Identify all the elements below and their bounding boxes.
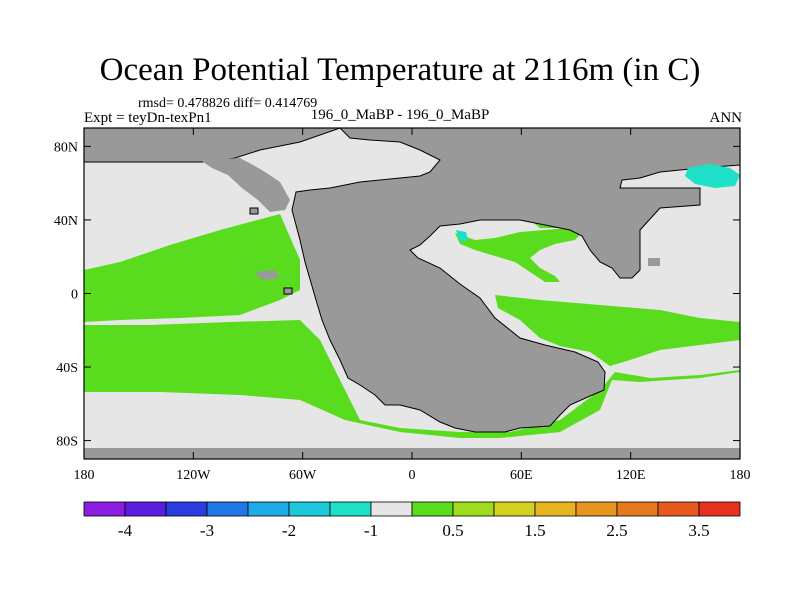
map-title: Ocean Potential Temperature at 2116m (in… bbox=[99, 52, 701, 88]
x-tick-label: 60W bbox=[289, 468, 317, 483]
x-tick-label: 120W bbox=[176, 468, 211, 483]
colorbar-swatch bbox=[616, 501, 659, 517]
colorbar-swatch bbox=[370, 501, 413, 517]
colorbar-swatch bbox=[411, 501, 454, 517]
colorbar-swatch bbox=[698, 501, 741, 517]
colorbar-label: 1.5 bbox=[524, 521, 545, 540]
colorbar-label: -4 bbox=[118, 521, 133, 540]
experiment-label: Expt = teyDn-texPn1 bbox=[84, 110, 212, 126]
land-small-island-2 bbox=[249, 207, 259, 215]
cyan-anomaly-inland bbox=[456, 230, 468, 242]
case-label: 196_0_MaBP - 196_0_MaBP bbox=[310, 107, 490, 123]
colorbar-swatch bbox=[657, 501, 700, 517]
colorbar-swatch bbox=[452, 501, 495, 517]
y-tick-label: 80S bbox=[56, 435, 78, 450]
land-small-island bbox=[283, 287, 293, 295]
green-anomaly-inland-sea bbox=[455, 228, 583, 282]
season-label: ANN bbox=[709, 110, 743, 126]
land-landmass-main bbox=[291, 128, 740, 433]
y-tick-label: 80N bbox=[54, 140, 78, 155]
colorbar-label: 0.5 bbox=[442, 521, 463, 540]
colorbar-label: -3 bbox=[200, 521, 214, 540]
colorbar-label: 3.5 bbox=[688, 521, 709, 540]
x-tick-label: 180 bbox=[730, 468, 751, 483]
colorbar-swatch bbox=[247, 501, 290, 517]
green-anomaly-north-pacific bbox=[84, 214, 300, 322]
colorbar-label: -1 bbox=[364, 521, 378, 540]
land-scatter-patch-2 bbox=[648, 258, 660, 266]
y-tick-label: 40S bbox=[56, 361, 78, 376]
colorbar: -4 -3 -2 -1 0.5 1.5 2.5 3.5 bbox=[83, 501, 741, 540]
colorbar-swatch bbox=[165, 501, 208, 517]
colorbar-swatch bbox=[83, 501, 126, 517]
colorbar-swatch bbox=[329, 501, 372, 517]
colorbar-swatch bbox=[124, 501, 167, 517]
x-tick-label: 0 bbox=[409, 468, 416, 483]
map-plot-area bbox=[84, 128, 740, 459]
colorbar-swatch bbox=[206, 501, 249, 517]
colorbar-swatch bbox=[534, 501, 577, 517]
axis-ticks: 180 120W 60W 0 60E 120E 180 80N 40N 0 40S 80S bbox=[54, 128, 751, 483]
x-tick-label: 120E bbox=[616, 468, 646, 483]
colorbar-swatch bbox=[575, 501, 618, 517]
y-tick-label: 0 bbox=[71, 288, 78, 303]
x-tick-label: 60E bbox=[510, 468, 533, 483]
colorbar-swatch bbox=[288, 501, 331, 517]
colorbar-label: 2.5 bbox=[606, 521, 627, 540]
cyan-anomaly-northeast bbox=[685, 164, 740, 188]
colorbar-swatch bbox=[493, 501, 536, 517]
land-high-latitude-patch bbox=[200, 158, 290, 212]
y-tick-label: 40N bbox=[54, 214, 78, 229]
green-anomaly-tethys bbox=[495, 295, 740, 366]
green-anomaly-south-pacific bbox=[84, 320, 740, 438]
x-tick-label: 180 bbox=[74, 468, 95, 483]
land-scatter-patch bbox=[255, 270, 280, 280]
stats-line: rmsd= 0.478826 diff= 0.414769 bbox=[138, 96, 318, 111]
colorbar-label: -2 bbox=[282, 521, 296, 540]
